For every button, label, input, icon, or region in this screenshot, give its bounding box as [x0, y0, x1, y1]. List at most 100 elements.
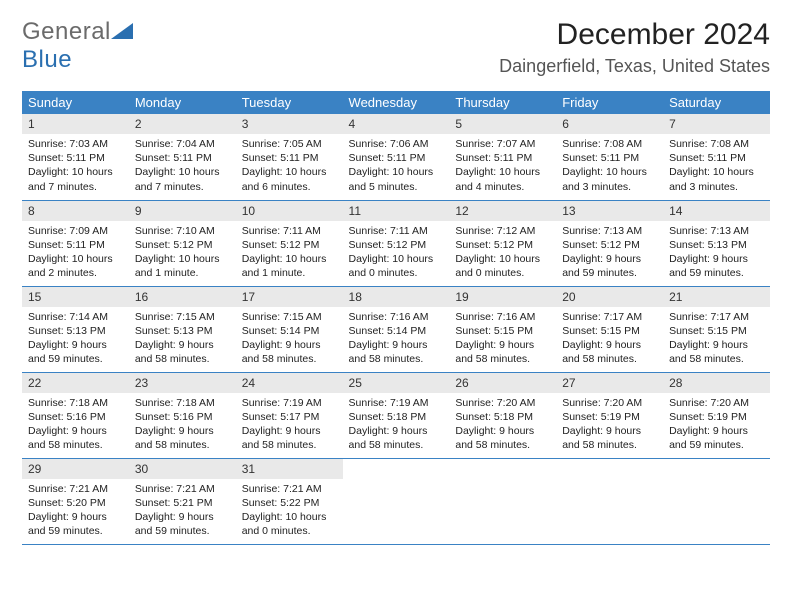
day-body: Sunrise: 7:04 AMSunset: 5:11 PMDaylight:… — [129, 134, 236, 199]
daylight-line: Daylight: 9 hours and 58 minutes. — [455, 424, 550, 452]
sunset-line: Sunset: 5:11 PM — [562, 151, 657, 165]
sunset-line: Sunset: 5:14 PM — [242, 324, 337, 338]
day-cell: 19Sunrise: 7:16 AMSunset: 5:15 PMDayligh… — [449, 286, 556, 372]
sunrise-line: Sunrise: 7:13 AM — [669, 224, 764, 238]
day-body: Sunrise: 7:03 AMSunset: 5:11 PMDaylight:… — [22, 134, 129, 199]
day-body: Sunrise: 7:17 AMSunset: 5:15 PMDaylight:… — [556, 307, 663, 372]
sunset-line: Sunset: 5:11 PM — [349, 151, 444, 165]
brand-part2: Blue — [22, 46, 72, 73]
day-cell: 6Sunrise: 7:08 AMSunset: 5:11 PMDaylight… — [556, 114, 663, 200]
daylight-line: Daylight: 9 hours and 59 minutes. — [562, 252, 657, 280]
day-cell: 18 Sunrise: 7:16 AMSunset: 5:14 PMDayligh… — [343, 286, 450, 372]
day-body: Sunrise: 7:11 AMSunset: 5:12 PMDaylight:… — [343, 221, 450, 286]
dayname-5: Friday — [556, 91, 663, 114]
sunset-line: Sunset: 5:18 PM — [455, 410, 550, 424]
day-body: Sunrise: 7:09 AMSunset: 5:11 PMDaylight:… — [22, 221, 129, 286]
sunrise-line: Sunrise: 7:15 AM — [135, 310, 230, 324]
sunrise-line: Sunrise: 7:12 AM — [455, 224, 550, 238]
sunrise-line: Sunrise: 7:20 AM — [455, 396, 550, 410]
day-number: 3 — [236, 114, 343, 134]
sunset-line: Sunset: 5:11 PM — [455, 151, 550, 165]
sunrise-line: Sunrise: 7:10 AM — [135, 224, 230, 238]
sunset-line: Sunset: 5:11 PM — [28, 238, 123, 252]
day-cell: 11Sunrise: 7:11 AMSunset: 5:12 PMDayligh… — [343, 200, 450, 286]
day-number: 4 — [343, 114, 450, 134]
sunset-line: Sunset: 5:20 PM — [28, 496, 123, 510]
sunrise-line: Sunrise: 7:08 AM — [562, 137, 657, 151]
sunset-line: Sunset: 5:13 PM — [135, 324, 230, 338]
day-cell: 10Sunrise: 7:11 AMSunset: 5:12 PMDayligh… — [236, 200, 343, 286]
sunrise-line: Sunrise: 7:11 AM — [349, 224, 444, 238]
sunrise-line: Sunrise: 7:13 AM — [562, 224, 657, 238]
daylight-line: Daylight: 9 hours and 58 minutes. — [242, 338, 337, 366]
daylight-line: Daylight: 9 hours and 59 minutes. — [669, 424, 764, 452]
day-number: 28 — [663, 373, 770, 393]
sunset-line: Sunset: 5:14 PM — [349, 324, 444, 338]
day-number: 10 — [236, 201, 343, 221]
day-number: 14 — [663, 201, 770, 221]
dayname-0: Sunday — [22, 91, 129, 114]
day-cell: 23Sunrise: 7:18 AMSunset: 5:16 PMDayligh… — [129, 372, 236, 458]
day-body: Sunrise: 7:21 AMSunset: 5:22 PMDaylight:… — [236, 479, 343, 544]
day-cell: 20Sunrise: 7:17 AMSunset: 5:15 PMDayligh… — [556, 286, 663, 372]
day-number: 31 — [236, 459, 343, 479]
day-body: Sunrise: 7:19 AMSunset: 5:18 PMDaylight:… — [343, 393, 450, 458]
daylight-line: Daylight: 9 hours and 59 minutes. — [669, 252, 764, 280]
sunrise-line: Sunrise: 7:04 AM — [135, 137, 230, 151]
day-number: 8 — [22, 201, 129, 221]
day-body: Sunrise: 7:08 AMSunset: 5:11 PMDaylight:… — [556, 134, 663, 199]
day-number: 21 — [663, 287, 770, 307]
top-bar: General Blue December 2024 Daingerfield,… — [22, 18, 770, 77]
day-body: Sunrise: 7:21 AMSunset: 5:20 PMDaylight:… — [22, 479, 129, 544]
week-row: 29Sunrise: 7:21 AMSunset: 5:20 PMDayligh… — [22, 458, 770, 544]
day-cell: 12 Sunrise: 7:12 AMSunset: 5:12 PMDayligh… — [449, 200, 556, 286]
daylight-line: Daylight: 10 hours and 4 minutes. — [455, 165, 550, 193]
day-number: 18 — [343, 287, 450, 307]
sunset-line: Sunset: 5:22 PM — [242, 496, 337, 510]
day-cell: .. — [343, 458, 450, 544]
daylight-line: Daylight: 10 hours and 0 minutes. — [455, 252, 550, 280]
daylight-line: Daylight: 9 hours and 58 minutes. — [135, 424, 230, 452]
day-number: 16 — [129, 287, 236, 307]
daylight-line: Daylight: 10 hours and 0 minutes. — [349, 252, 444, 280]
daylight-line: Daylight: 9 hours and 58 minutes. — [669, 338, 764, 366]
day-body: Sunrise: 7:19 AMSunset: 5:17 PMDaylight:… — [236, 393, 343, 458]
sunset-line: Sunset: 5:12 PM — [562, 238, 657, 252]
day-body: Sunrise: 7:20 AMSunset: 5:19 PMDaylight:… — [556, 393, 663, 458]
sunrise-line: Sunrise: 7:11 AM — [242, 224, 337, 238]
sunrise-line: Sunrise: 7:06 AM — [349, 137, 444, 151]
sunrise-line: Sunrise: 7:17 AM — [562, 310, 657, 324]
day-body: Sunrise: 7:13 AMSunset: 5:12 PMDaylight:… — [556, 221, 663, 286]
day-cell: 28Sunrise: 7:20 AMSunset: 5:19 PMDayligh… — [663, 372, 770, 458]
daylight-line: Daylight: 9 hours and 59 minutes. — [28, 510, 123, 538]
daylight-line: Daylight: 9 hours and 58 minutes. — [349, 338, 444, 366]
day-body: Sunrise: 7:16 AMSunset: 5:15 PMDaylight:… — [449, 307, 556, 372]
day-number: 26 — [449, 373, 556, 393]
daylight-line: Daylight: 9 hours and 59 minutes. — [28, 338, 123, 366]
daylight-line: Daylight: 10 hours and 3 minutes. — [669, 165, 764, 193]
day-cell: 13Sunrise: 7:13 AMSunset: 5:12 PMDayligh… — [556, 200, 663, 286]
sunset-line: Sunset: 5:15 PM — [669, 324, 764, 338]
sunrise-line: Sunrise: 7:16 AM — [349, 310, 444, 324]
day-cell: 5Sunrise: 7:07 AMSunset: 5:11 PMDaylight… — [449, 114, 556, 200]
headings: December 2024 Daingerfield, Texas, Unite… — [499, 18, 770, 77]
daylight-line: Daylight: 10 hours and 1 minute. — [135, 252, 230, 280]
day-number: 12 — [449, 201, 556, 221]
dayname-3: Wednesday — [343, 91, 450, 114]
day-number: 11 — [343, 201, 450, 221]
day-number: 5 — [449, 114, 556, 134]
day-body: Sunrise: 7:07 AMSunset: 5:11 PMDaylight:… — [449, 134, 556, 199]
day-cell: .. — [663, 458, 770, 544]
brand-text: General Blue — [22, 18, 133, 74]
day-number: 20 — [556, 287, 663, 307]
day-cell: 9Sunrise: 7:10 AMSunset: 5:12 PMDaylight… — [129, 200, 236, 286]
sunset-line: Sunset: 5:12 PM — [455, 238, 550, 252]
sunset-line: Sunset: 5:15 PM — [562, 324, 657, 338]
sunset-line: Sunset: 5:17 PM — [242, 410, 337, 424]
triangle-icon — [111, 21, 133, 39]
day-cell: 31Sunrise: 7:21 AMSunset: 5:22 PMDayligh… — [236, 458, 343, 544]
sunrise-line: Sunrise: 7:05 AM — [242, 137, 337, 151]
sunrise-line: Sunrise: 7:20 AM — [669, 396, 764, 410]
daylight-line: Daylight: 9 hours and 58 minutes. — [455, 338, 550, 366]
sunset-line: Sunset: 5:21 PM — [135, 496, 230, 510]
